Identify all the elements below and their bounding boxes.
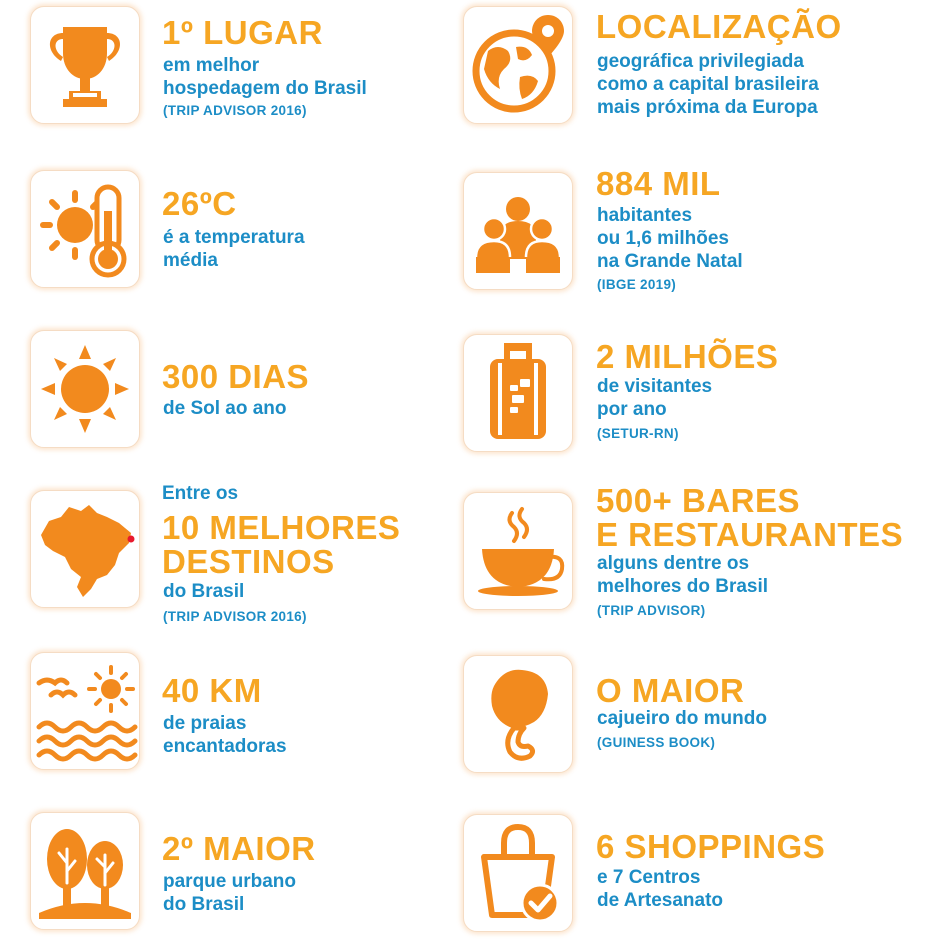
trees-tile: [30, 812, 140, 930]
fact-2-body: geográfica privilegiada como a capital b…: [597, 51, 819, 118]
suitcase-tile: [463, 334, 573, 452]
fact-11-heading: 2º MAIOR: [162, 830, 316, 867]
brazil-map-icon: [41, 505, 135, 597]
fact-5-heading: 300 DIAS: [162, 358, 310, 395]
suitcase-icon: [490, 343, 546, 439]
fact-3-heading: 26ºC: [162, 185, 237, 222]
cashew-tile: [463, 655, 573, 773]
fact-7-source: (TRIP ADVISOR 2016): [163, 609, 307, 624]
fact-6-source: (SETUR-RN): [597, 426, 679, 441]
people-icon: [474, 197, 562, 273]
globe-tile: [463, 6, 573, 124]
fact-8-body: alguns dentre os melhores do Brasil: [597, 553, 769, 597]
fact-10-body: cajueiro do mundo: [597, 708, 767, 729]
sun-icon: [41, 345, 129, 433]
fact-9-body: de praias encantadoras: [163, 713, 287, 757]
globe-location-icon: [472, 15, 564, 113]
fact-7-heading: 10 MELHORES DESTINOS: [162, 509, 401, 580]
people-tile: [463, 172, 573, 290]
fact-3-body: é a temperatura média: [163, 227, 305, 271]
cashew-icon: [491, 669, 548, 761]
fact-8-heading: 500+ BARES E RESTAURANTES: [596, 482, 904, 553]
sun-tile: [30, 330, 140, 448]
coffee-cup-icon: [478, 507, 565, 596]
coffee-tile: [463, 492, 573, 610]
sun-thermometer-icon: [40, 184, 127, 278]
fact-6-heading: 2 MILHÕES: [596, 338, 779, 375]
fact-12-body: e 7 Centros de Artesanato: [597, 867, 723, 911]
shopping-bag-icon: [481, 824, 560, 923]
fact-7-pre: Entre os: [162, 483, 239, 504]
fact-9-heading: 40 KM: [162, 672, 262, 709]
fact-10-source: (GUINESS BOOK): [597, 735, 716, 750]
fact-7-body: do Brasil: [163, 581, 245, 602]
fact-8-source: (TRIP ADVISOR): [597, 603, 706, 618]
fact-6-body: de visitantes por ano: [597, 376, 713, 420]
fact-1-heading: 1º LUGAR: [162, 14, 323, 51]
beach-tile: [30, 652, 140, 770]
fact-1-source: (TRIP ADVISOR 2016): [163, 103, 307, 118]
fact-2-heading: LOCALIZAÇÃO: [596, 8, 842, 45]
fact-1-body: em melhor hospedagem do Brasil: [163, 55, 367, 99]
fact-4-body: habitantes ou 1,6 milhões na Grande Nata…: [597, 205, 743, 272]
beach-waves-icon: [36, 665, 138, 762]
fact-12-heading: 6 SHOPPINGS: [596, 828, 826, 865]
fact-11-body: parque urbano do Brasil: [163, 871, 297, 915]
brazil-map-tile: [30, 490, 140, 608]
fact-5-body: de Sol ao ano: [163, 398, 287, 419]
trophy-tile: [30, 6, 140, 124]
fact-4-source: (IBGE 2019): [597, 277, 677, 292]
shopping-tile: [463, 814, 573, 932]
fact-4-heading: 884 MIL: [596, 165, 721, 202]
fact-10-heading: O MAIOR: [596, 672, 745, 709]
trophy-icon: [49, 27, 121, 107]
trees-icon: [39, 829, 131, 919]
temperature-tile: [30, 170, 140, 288]
